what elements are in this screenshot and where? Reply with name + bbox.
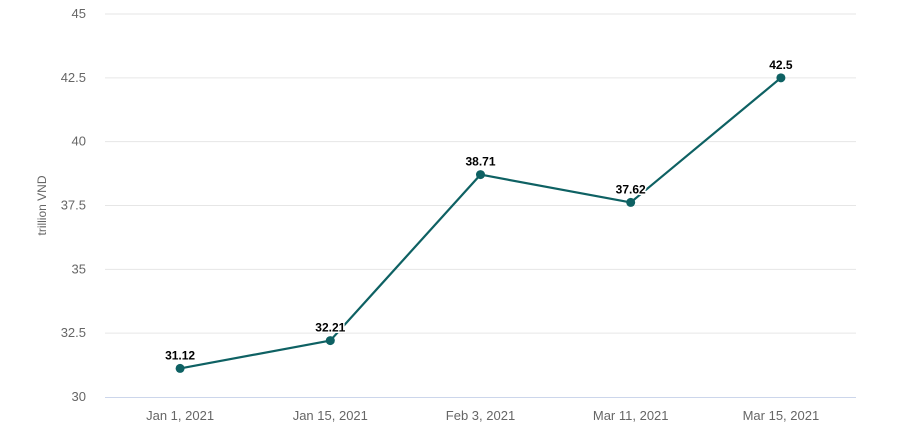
data-point[interactable] [476, 170, 485, 180]
x-tick-label: Mar 11, 2021 [593, 408, 669, 423]
data-label: 38.71 [465, 155, 495, 169]
x-tick-label: Feb 3, 2021 [446, 408, 515, 423]
x-tick-label: Mar 15, 2021 [743, 408, 820, 423]
data-labels: 31.12 32.21 38.71 37.62 42.5 [164, 56, 795, 364]
y-axis-title: trillion VND [35, 175, 49, 235]
data-label: 37.62 [616, 182, 646, 196]
y-tick-label: 30 [72, 389, 86, 404]
series-line [179, 76, 782, 370]
data-point[interactable] [175, 363, 185, 373]
y-tick-label: 42.5 [61, 70, 86, 85]
y-tick-label: 37.5 [61, 198, 86, 213]
y-tick-label: 40 [72, 134, 86, 149]
x-tick-label: Jan 1, 2021 [146, 408, 214, 423]
data-label: 42.5 [769, 58, 793, 72]
data-point[interactable] [626, 197, 636, 207]
y-tick-label: 45 [72, 6, 86, 21]
y-tick-label: 35 [72, 261, 86, 276]
x-axis-ticks: Jan 1, 2021 Jan 15, 2021 Feb 3, 2021 Mar 11… [146, 408, 819, 423]
data-label: 31.12 [165, 348, 195, 362]
x-tick-label: Jan 15, 2021 [293, 408, 368, 423]
gridlines [105, 13, 856, 334]
data-label: 32.21 [315, 321, 345, 335]
series-group [175, 73, 786, 373]
y-axis-ticks: 30 32.5 35 37.5 40 42.5 45 [61, 6, 86, 404]
data-point[interactable] [776, 73, 786, 83]
data-point[interactable] [325, 336, 335, 346]
y-tick-label: 32.5 [61, 325, 86, 340]
